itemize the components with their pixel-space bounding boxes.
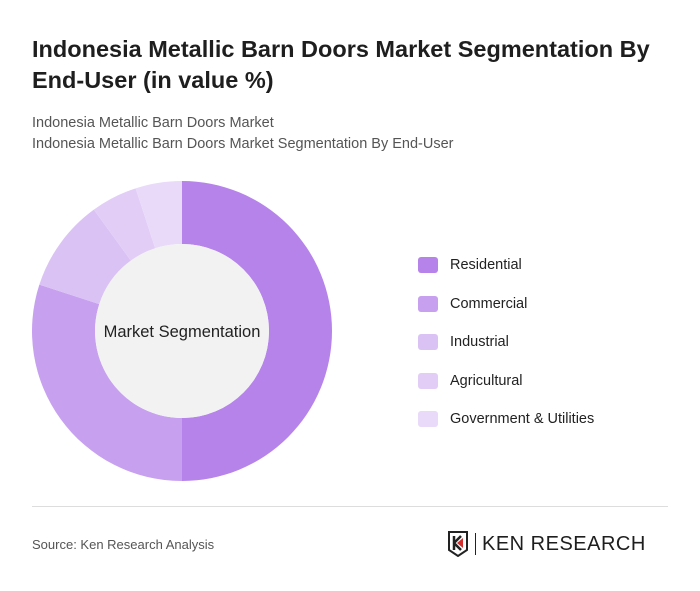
center-label: Market Segmentation bbox=[104, 323, 261, 341]
legend-label: Industrial bbox=[450, 334, 509, 351]
divider bbox=[32, 506, 668, 507]
source-note: Source: Ken Research Analysis bbox=[32, 537, 215, 552]
slice-agricultural bbox=[93, 188, 156, 261]
legend: Residential Commercial Industrial Agricultu… bbox=[418, 246, 594, 439]
legend-item: Government & Utilities bbox=[418, 400, 594, 439]
page-title: Indonesia Metallic Barn Doors Market Seg… bbox=[32, 36, 650, 93]
logo-text: KEN RESEARCH bbox=[482, 532, 646, 555]
donut-chart: Market Segmentation bbox=[31, 181, 332, 481]
subtitle: Indonesia Metallic Barn Doors Market bbox=[32, 115, 274, 131]
legend-label: Residential bbox=[450, 257, 522, 274]
legend-item: Residential bbox=[418, 246, 594, 285]
slice-commercial bbox=[31, 284, 182, 481]
legend-swatch bbox=[418, 295, 438, 312]
legend-item: Agricultural bbox=[418, 362, 594, 401]
legend-item: Commercial bbox=[418, 285, 594, 324]
legend-swatch bbox=[418, 411, 438, 428]
subtitle-2: Indonesia Metallic Barn Doors Market Seg… bbox=[32, 136, 454, 152]
legend-label: Commercial bbox=[450, 295, 528, 312]
legend-label: Government & Utilities bbox=[450, 411, 595, 428]
ken-research-logo: KEN RESEARCH bbox=[447, 531, 646, 557]
slice-government-utilities bbox=[135, 181, 182, 249]
slice-residential bbox=[182, 181, 332, 481]
slice-industrial bbox=[39, 209, 131, 305]
legend-swatch bbox=[418, 257, 438, 274]
donut-hole bbox=[95, 244, 269, 418]
logo-mark-icon bbox=[448, 531, 468, 557]
legend-swatch bbox=[418, 334, 438, 351]
legend-item: Industrial bbox=[418, 323, 594, 362]
legend-swatch bbox=[418, 372, 438, 389]
legend-label: Agricultural bbox=[450, 372, 523, 389]
